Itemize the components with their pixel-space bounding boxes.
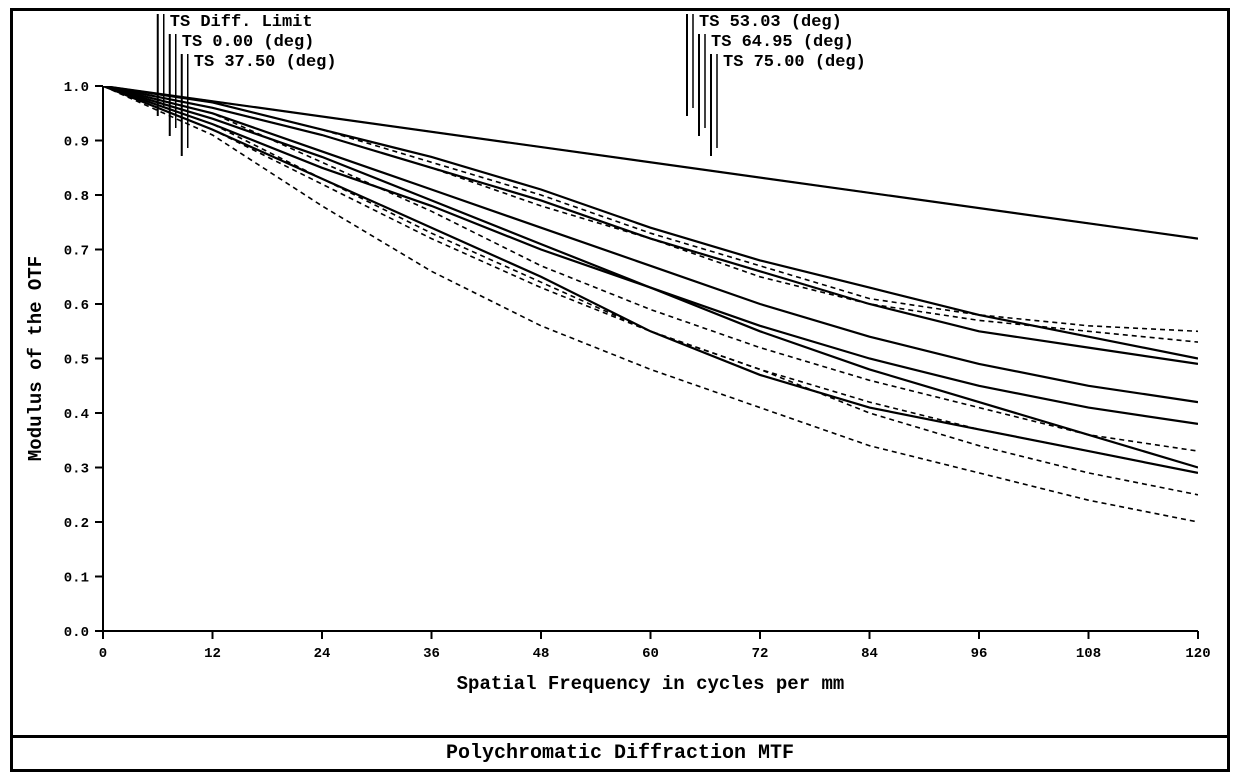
svg-text:0.2: 0.2 <box>64 516 89 532</box>
svg-text:60: 60 <box>642 646 659 662</box>
svg-text:0.6: 0.6 <box>64 298 89 314</box>
svg-text:0.0: 0.0 <box>64 625 89 641</box>
svg-text:TS 53.03 (deg): TS 53.03 (deg) <box>699 13 842 32</box>
svg-text:0.8: 0.8 <box>64 189 89 205</box>
svg-text:0.1: 0.1 <box>64 571 89 587</box>
svg-text:48: 48 <box>533 646 550 662</box>
svg-text:108: 108 <box>1076 646 1101 662</box>
svg-text:TS 37.50 (deg): TS 37.50 (deg) <box>194 53 337 72</box>
chart-panel: 0 12 24 36 48 60 72 84 96 108 120 0.0 0.1 0.2 0.3 0.4 0.… <box>10 8 1230 738</box>
svg-text:84: 84 <box>861 646 878 662</box>
mtf-chart: 0 12 24 36 48 60 72 84 96 108 120 0.0 0.1 0.2 0.3 0.4 0.… <box>13 11 1227 735</box>
svg-text:Modulus of the OTF: Modulus of the OTF <box>25 256 47 461</box>
svg-text:1.0: 1.0 <box>64 80 89 96</box>
chart-title: Polychromatic Diffraction MTF <box>446 742 794 765</box>
svg-text:0.5: 0.5 <box>64 353 89 369</box>
svg-text:72: 72 <box>752 646 769 662</box>
outer-frame: 0 12 24 36 48 60 72 84 96 108 120 0.0 0.1 0.2 0.3 0.4 0.… <box>0 0 1240 780</box>
svg-text:0.4: 0.4 <box>64 407 89 423</box>
svg-text:96: 96 <box>971 646 988 662</box>
svg-text:0.3: 0.3 <box>64 462 89 478</box>
chart-title-panel: Polychromatic Diffraction MTF <box>10 738 1230 772</box>
svg-text:120: 120 <box>1185 646 1210 662</box>
svg-text:36: 36 <box>423 646 440 662</box>
svg-text:0.9: 0.9 <box>64 135 89 151</box>
svg-text:0.7: 0.7 <box>64 244 89 260</box>
svg-text:TS 75.00 (deg): TS 75.00 (deg) <box>723 53 866 72</box>
svg-text:24: 24 <box>314 646 331 662</box>
svg-text:12: 12 <box>204 646 221 662</box>
svg-text:TS Diff. Limit: TS Diff. Limit <box>170 13 313 32</box>
svg-text:TS 64.95 (deg): TS 64.95 (deg) <box>711 33 854 52</box>
svg-text:0: 0 <box>99 646 107 662</box>
svg-text:TS 0.00 (deg): TS 0.00 (deg) <box>182 33 315 52</box>
svg-text:Spatial Frequency in cycles pe: Spatial Frequency in cycles per mm <box>457 673 845 695</box>
